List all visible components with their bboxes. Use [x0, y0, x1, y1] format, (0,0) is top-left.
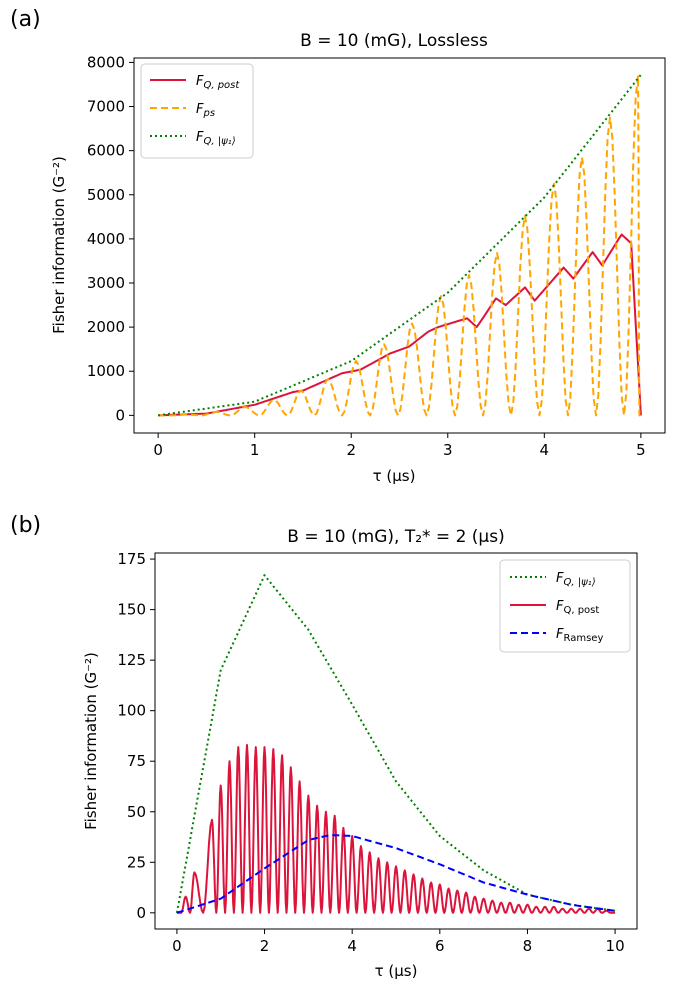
y-tick-label: 7000	[87, 98, 125, 116]
y-tick-label: 4000	[87, 230, 125, 248]
series-line	[176, 744, 616, 914]
y-tick-label: 5000	[87, 186, 125, 204]
x-tick-label: 2	[260, 937, 270, 955]
panel-a-y-ticks: 0 1000 2000 3000 4000 5000 6000 7000 8000	[87, 53, 134, 424]
series-line	[158, 233, 642, 417]
x-tick-label: 6	[435, 937, 445, 955]
series-line	[175, 574, 616, 913]
y-tick-label: 1000	[87, 362, 125, 380]
y-tick-label: 50	[127, 803, 146, 821]
y-tick-label: 100	[117, 702, 146, 720]
y-tick-label: 2000	[87, 318, 125, 336]
panel-b-title: B = 10 (mG), T₂* = 2 (μs)	[287, 527, 504, 547]
panel-a-label: (a)	[10, 7, 41, 32]
panel-a-frame	[133, 57, 666, 434]
y-tick-label: 3000	[87, 274, 125, 292]
x-tick-label: 0	[153, 441, 163, 459]
y-tick-label: 25	[127, 853, 146, 871]
panel-b: (b) B = 10 (mG), T₂* = 2 (μs) 0255075100…	[10, 513, 638, 980]
x-tick-label: 4	[347, 937, 357, 955]
panel-b-legend-box	[499, 559, 631, 653]
x-tick-label: 2	[346, 441, 356, 459]
x-tick-label: 3	[443, 441, 453, 459]
x-tick-label: 8	[523, 937, 533, 955]
panel-b-xlabel: τ (μs)	[375, 962, 418, 980]
panel-a-ylabel: Fisher information (G⁻²)	[50, 156, 68, 334]
panel-b-label: (b)	[10, 513, 41, 538]
panel-b-x-ticks: 0 2 4 6 8 10	[172, 929, 625, 955]
y-tick-label: 125	[117, 651, 146, 669]
panel-a: (a) B = 10 (mG), Lossless 0 1000 2000 3000 4…	[10, 7, 666, 485]
y-tick-label: 0	[115, 406, 125, 424]
panel-b-series	[175, 574, 616, 914]
y-tick-label: 75	[127, 752, 146, 770]
y-tick-label: 8000	[87, 53, 125, 71]
series-line	[157, 74, 642, 417]
panel-a-series	[157, 74, 642, 417]
panel-b-y-ticks: 0 25 50 75 100 125 150 175	[117, 550, 155, 922]
panel-a-title: B = 10 (mG), Lossless	[300, 31, 488, 51]
series-line	[158, 74, 642, 417]
x-tick-label: 5	[636, 441, 646, 459]
panel-a-legend-box	[140, 63, 254, 159]
y-tick-label: 150	[117, 601, 146, 619]
panel-a-x-ticks: 0 1 2 3 4 5	[153, 433, 646, 459]
panel-a-xlabel: τ (μs)	[373, 467, 416, 485]
x-tick-label: 4	[540, 441, 550, 459]
panel-a-legend: FQ, post Fps FQ, |ψ₁⟩	[140, 63, 254, 159]
y-tick-label: 175	[117, 550, 146, 568]
series-line	[176, 834, 616, 914]
panel-b-frame	[154, 552, 638, 930]
y-tick-label: 0	[136, 904, 146, 922]
panel-b-legend: FQ, |ψ₁⟩ FQ, post FRamsey	[499, 559, 631, 653]
panel-b-ylabel: Fisher information (G⁻²)	[82, 652, 100, 830]
y-tick-label: 6000	[87, 142, 125, 160]
x-tick-label: 0	[172, 937, 182, 955]
x-tick-label: 10	[606, 937, 625, 955]
x-tick-label: 1	[250, 441, 260, 459]
